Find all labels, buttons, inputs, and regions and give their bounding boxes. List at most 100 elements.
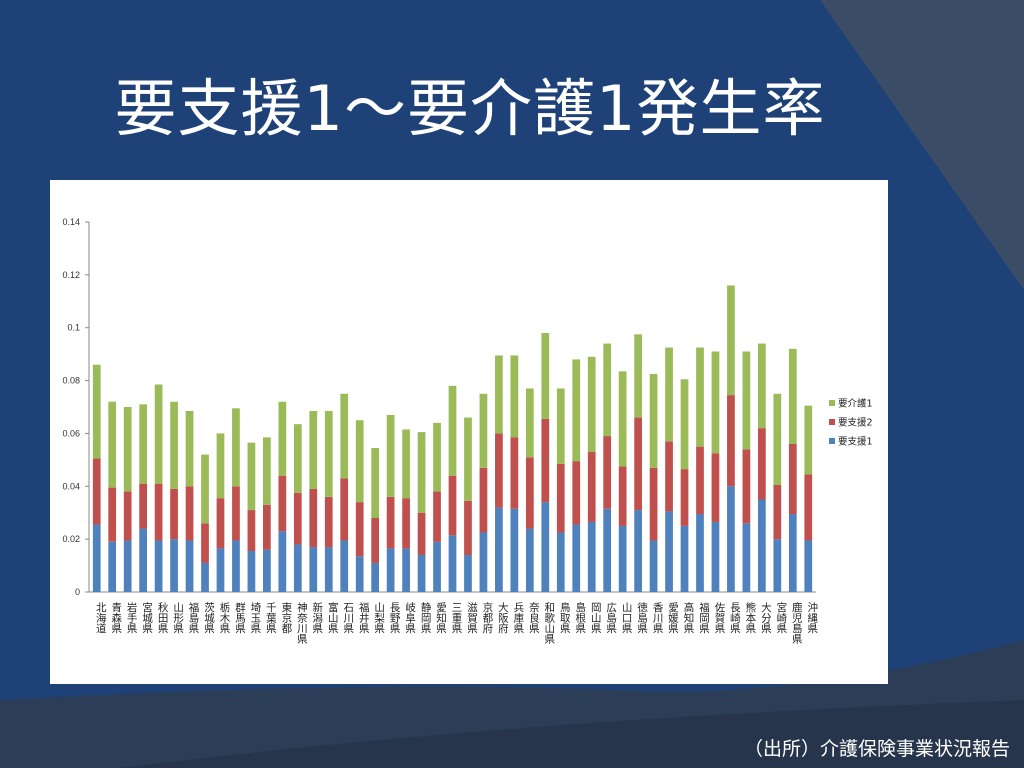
bar-segment-要支援2 — [649, 467, 658, 541]
bar-segment-要支援2 — [556, 463, 565, 533]
bar-segment-要支援1 — [634, 510, 642, 592]
bar-segment-要支援2 — [92, 458, 101, 525]
bar-segment-要介護1 — [572, 359, 581, 462]
bar-segment-要介護1 — [603, 343, 612, 437]
x-tick-label: 茨城県 — [203, 601, 215, 634]
bar-segment-要支援2 — [417, 512, 426, 555]
legend-swatch-要支援2 — [829, 419, 835, 425]
bar-segment-要介護1 — [309, 410, 318, 489]
bar-segment-要支援2 — [804, 474, 813, 541]
bar-segment-要支援2 — [587, 451, 596, 522]
bar-segment-要支援1 — [402, 548, 410, 592]
bar-segment-要支援2 — [278, 475, 287, 532]
bar-segment-要支援2 — [402, 498, 410, 549]
bar-segment-要支援2 — [773, 484, 782, 540]
bar-segment-要支援1 — [711, 521, 720, 592]
bar-segment-要支援1 — [340, 540, 349, 592]
y-tick-label: 0.14 — [62, 217, 80, 227]
bar-segment-要支援1 — [433, 541, 441, 592]
x-tick-label: 岩手県 — [126, 601, 138, 634]
bar-segment-要支援1 — [665, 511, 673, 592]
bar-segment-要支援1 — [123, 540, 132, 592]
x-tick-label: 沖縄県 — [806, 601, 818, 634]
bar-segment-要支援1 — [247, 551, 256, 592]
bar-segment-要介護1 — [649, 373, 658, 468]
bar-segment-要支援2 — [541, 418, 550, 503]
bar-segment-要支援1 — [293, 544, 302, 592]
x-tick-label: 愛知県 — [435, 601, 447, 634]
bar-segment-要支援1 — [556, 532, 565, 592]
bar-segment-要介護1 — [773, 393, 782, 485]
bar-segment-要介護1 — [123, 407, 132, 492]
bar-segment-要支援1 — [185, 540, 194, 592]
slide-title: 要支援1～要介護1発生率 — [114, 72, 826, 145]
legend-swatch-要介護1 — [829, 400, 835, 406]
bar-segment-要支援1 — [773, 539, 782, 592]
bar-segment-要支援2 — [263, 504, 271, 550]
bar-segment-要支援1 — [495, 507, 503, 592]
y-tick-label: 0.1 — [67, 323, 80, 333]
bar-segment-要支援2 — [185, 486, 194, 541]
bar-segment-要介護1 — [263, 437, 271, 505]
bar-segment-要介護1 — [371, 447, 380, 518]
bar-segment-要支援2 — [247, 510, 256, 552]
x-tick-label: 山口県 — [621, 602, 633, 634]
x-tick-label: 岡山県 — [590, 602, 602, 634]
bar-segment-要介護1 — [433, 422, 441, 492]
bar-segment-要介護1 — [448, 385, 457, 476]
bar-segment-要支援1 — [757, 499, 766, 592]
bar-segment-要支援1 — [417, 555, 426, 592]
x-tick-label: 鹿児島県 — [791, 601, 803, 645]
x-tick-label: 東京都 — [280, 601, 292, 634]
bar-segment-要支援1 — [727, 486, 735, 592]
bar-segment-要支援2 — [433, 491, 441, 542]
bar-segment-要介護1 — [618, 371, 627, 467]
bar-segment-要介護1 — [525, 388, 534, 458]
x-tick-label: 鳥取県 — [559, 601, 571, 634]
bar-segment-要支援2 — [495, 433, 503, 508]
bar-segment-要介護1 — [665, 347, 673, 442]
bar-segment-要支援2 — [464, 500, 472, 555]
stacked-bar-chart: 0 0.02 0.04 0.06 0.08 0.1 0.12 0.14 北海道 青森県 岩手県 宮城県… — [62, 217, 873, 645]
bar-segment-要介護1 — [804, 405, 813, 475]
x-tick-label: 埼玉県 — [249, 601, 261, 634]
bar-segment-要支援2 — [525, 457, 534, 529]
bar-segment-要介護1 — [355, 420, 364, 503]
bar-segment-要介護1 — [417, 432, 426, 513]
x-tick-label: 青森県 — [110, 601, 122, 634]
x-tick-label: 香川県 — [652, 602, 664, 634]
bar-segment-要支援2 — [170, 488, 178, 540]
x-tick-label: 石川県 — [342, 602, 354, 634]
bar-segment-要介護1 — [742, 351, 751, 450]
bar-segment-要支援1 — [572, 524, 581, 592]
bar-segment-要介護1 — [696, 347, 704, 447]
bar-segment-要介護1 — [232, 408, 240, 487]
bar-segment-要介護1 — [293, 424, 302, 493]
bar-segment-要介護1 — [510, 355, 519, 438]
y-tick-label: 0.08 — [62, 376, 80, 386]
x-tick-label: 宮崎県 — [775, 601, 787, 634]
bar-segment-要介護1 — [495, 355, 503, 434]
x-tick-label: 福井県 — [358, 601, 370, 634]
bar-segment-要支援2 — [757, 428, 766, 500]
legend-swatch-要支援1 — [829, 438, 835, 444]
x-tick-label: 大阪府 — [497, 601, 509, 634]
bar-segment-要支援2 — [727, 395, 735, 487]
bar-segment-要介護1 — [139, 404, 148, 484]
bar-segment-要介護1 — [479, 393, 488, 468]
bar-segment-要介護1 — [788, 348, 797, 444]
bar-segment-要支援1 — [201, 562, 209, 592]
bar-segment-要支援2 — [572, 461, 581, 525]
x-tick-label: 宮城県 — [141, 601, 153, 634]
bar-segment-要支援2 — [324, 496, 333, 548]
x-tick-label: 徳島県 — [636, 601, 648, 634]
bar-segment-要支援2 — [711, 453, 720, 522]
legend-label: 要介護1 — [838, 398, 873, 410]
x-tick-label: 三重県 — [451, 602, 463, 634]
x-tick-label: 富山県 — [327, 601, 339, 634]
bar-segment-要支援1 — [464, 555, 472, 592]
y-tick-label: 0.02 — [62, 534, 80, 544]
x-tick-label: 滋賀県 — [466, 601, 478, 634]
bar-segment-要介護1 — [278, 401, 287, 476]
legend-label: 要支援2 — [838, 417, 873, 429]
